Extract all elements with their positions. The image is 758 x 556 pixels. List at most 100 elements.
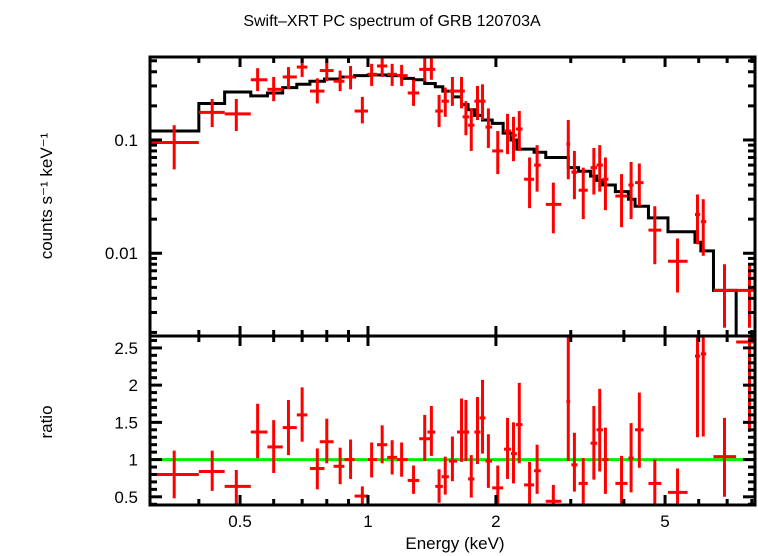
data-point [667,238,688,293]
y-tick-label: 0.01 [105,244,138,263]
y-tick-label: 0.1 [114,131,138,150]
ratio-point [396,442,408,477]
ratio-point [198,450,225,491]
ratio-point [296,387,308,442]
data-point [468,108,475,151]
ratio-point [407,465,420,494]
data-point [396,64,408,86]
data-point [407,79,420,106]
data-point [387,63,397,86]
plot-frames [148,55,757,507]
ratio-point [250,403,268,459]
ratio-point [224,470,251,504]
ratio-point [510,422,517,484]
x-tick-label: 2 [491,512,500,531]
ratio-frame [148,334,757,507]
ratio-point [367,442,377,478]
ratio-point [462,400,470,462]
data-point [590,147,598,195]
data-point [635,163,644,207]
ratio-point [319,418,334,464]
data-point [427,57,436,80]
data-point [510,116,517,162]
data-point [524,157,535,209]
data-point [224,98,251,131]
data-point [457,76,465,109]
ratio-point [571,432,578,492]
x-tick-labels: 0.5 1 2 5 [228,512,670,531]
ratio-y-tick-labels: 0.5 1 1.5 2 2.5 [114,339,138,507]
data-point [615,174,628,228]
data-point [648,206,662,265]
y-tick-label: 0.5 [114,488,138,507]
data-point [319,60,334,82]
ratio-point [448,436,458,482]
data-point [267,76,283,102]
ratio-point [150,450,199,499]
y-tick-label: 2.5 [114,339,138,358]
data-point [150,125,199,170]
ratio-point [344,439,355,479]
data-point [309,78,325,104]
spectrum-panel: 0.1 0.01 counts s⁻¹ keV⁻¹ [37,57,755,338]
ratio-point [700,336,707,437]
data-point [333,70,345,92]
chart-title: Swift–XRT PC spectrum of GRB 120703A [243,13,541,30]
spectrum-data-points [150,57,755,328]
y-tick-label: 1.5 [114,413,138,432]
ratio-point [667,468,688,505]
data-point [250,68,268,92]
data-point [367,63,377,86]
data-point [198,98,225,128]
data-point [504,113,511,155]
ratio-point [566,336,571,462]
ratio-point [427,405,436,456]
ratio-panel: 0.5 1 1.5 2 2.5 0.5 1 2 5 ratio Energy (keV) [37,336,755,553]
ratio-point [457,398,465,462]
ratio-point [504,417,511,479]
data-point [485,108,493,148]
ratio-point [419,414,431,462]
data-point [628,161,634,220]
ratio-point [516,382,523,464]
ratio-point [387,440,397,475]
ratio-point [545,484,562,505]
y-tick-label: 2 [129,376,138,395]
ratio-y-axis-label: ratio [37,405,56,438]
ratio-point [492,465,504,504]
ratio-point [602,427,609,494]
ratio-point [282,400,297,456]
data-point [736,264,755,328]
ratio-point [628,423,634,493]
ratio-point [615,455,628,505]
x-tick-label: 1 [363,512,372,531]
ratio-point [354,486,368,505]
data-point [566,120,571,180]
data-point [435,94,443,128]
data-point [441,87,449,117]
ratio-point [376,425,388,464]
ratio-point [534,444,541,494]
ratio-point [713,417,737,497]
spectrum-y-axis-label: counts s⁻¹ keV⁻¹ [37,132,56,259]
ratio-point [309,448,325,490]
ratio-point [479,379,486,454]
data-point [376,57,388,77]
ratio-point [590,405,598,480]
ratio-data-points [150,336,755,505]
ratio-point [468,455,475,498]
data-point [534,145,541,192]
data-point [479,84,486,121]
ratio-point [694,336,701,438]
data-point [596,145,603,192]
ratio-point [485,434,493,488]
ratio-point [596,388,603,472]
data-point [462,101,470,136]
x-tick-label: 5 [660,512,669,531]
ratio-point [474,397,481,465]
data-point [700,199,707,256]
data-point [545,182,562,234]
data-point [571,150,578,200]
ratio-point [435,469,443,503]
